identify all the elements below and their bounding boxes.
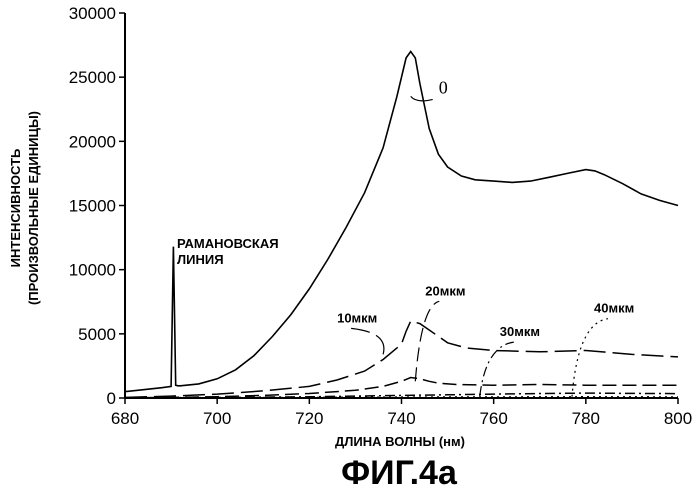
figure-caption: ФИГ.4а [341,454,458,492]
x-tick-label: 680 [111,409,139,428]
series-line-0 [125,52,678,392]
y-tick-label: 20000 [69,132,116,151]
x-axis-label: ДЛИНА ВОЛНЫ (нм) [335,434,465,449]
series-label: 10мкм [337,310,377,325]
y-tick-label: 30000 [69,4,116,23]
x-tick-label: 720 [295,409,323,428]
y-tick-label: 0 [107,389,116,408]
series-label-leader [415,301,439,381]
y-tick-label: 25000 [69,68,116,87]
raman-annotation-line-1: РАМАНОВСКАЯ [177,236,279,251]
x-tick-label: 740 [387,409,415,428]
series-labels-layer: 0 10мкм 20мкм 30мкм 40мкм [337,77,634,396]
x-tick-label: 800 [664,409,692,428]
y-tick-label: 15000 [69,197,116,216]
series-label: 40мкм [594,301,634,316]
series-label: 20мкм [425,283,465,298]
y-tick-label: 10000 [69,261,116,280]
y-axis-label-line-2: (ПРОИЗВОЛЬНЫЕ ЕДИНИЦЫ) [26,111,41,305]
series-label-leader [351,328,384,354]
series-label: 0 [439,77,448,97]
x-tick-label: 760 [479,409,507,428]
y-tick-label: 5000 [78,325,116,344]
y-axis-label-line-1: ИНТЕНСИВНОСТЬ [8,149,23,268]
raman-annotation-line-2: ЛИНИЯ [177,252,224,267]
series-layer [125,52,678,398]
x-tick-label: 780 [572,409,600,428]
axis-ticks: 680 700 720 740 760 780 800 0 5000 10000 15000 2000… [69,4,692,428]
x-tick-label: 700 [203,409,231,428]
series-label: 30мкм [500,324,540,339]
series-label-leader [411,96,433,100]
